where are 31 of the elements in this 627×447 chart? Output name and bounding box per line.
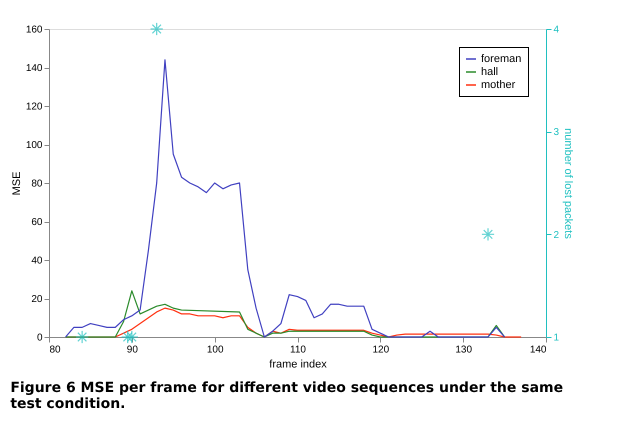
x-tick-label: 130 [455,344,472,356]
y-tick-label: 160 [26,24,43,36]
x-tick-label: 140 [530,344,547,356]
y-tick-label: 80 [31,178,43,190]
y-tick-label: 0 [36,332,43,344]
x-tick-label: 80 [50,344,62,356]
y-tick-label: 40 [31,256,43,266]
y2-tick-label: 2 [554,230,560,241]
legend-label: foreman [481,53,522,65]
x-axis-title: frame index [269,358,328,370]
y2-tick-label: 4 [554,24,560,36]
x-tick-label: 120 [372,344,390,356]
y-tick-label: 100 [26,140,43,151]
y-axis-title: MSE [10,172,23,196]
y-tick-label: 20 [31,294,43,305]
y2-axis-title: number of lost packets [562,128,574,240]
caption: Figure 6 MSE per frame for different video sequences under the same test condition. [10,380,564,412]
point [481,228,495,242]
legend-label: hall [481,66,498,78]
point [150,22,164,36]
y-tick-label: 60 [31,217,43,228]
x-tick-label: 110 [290,344,306,356]
y-tick-label: 140 [26,63,43,74]
y2-tick-label: 1 [554,332,560,344]
x-tick-label: 100 [206,344,224,356]
x-tick-label: 90 [126,344,138,356]
y-tick-label: 120 [26,102,43,112]
y2-tick-label: 3 [554,127,560,138]
point [125,330,139,344]
legend-label: mother [481,79,516,91]
point [75,330,89,344]
